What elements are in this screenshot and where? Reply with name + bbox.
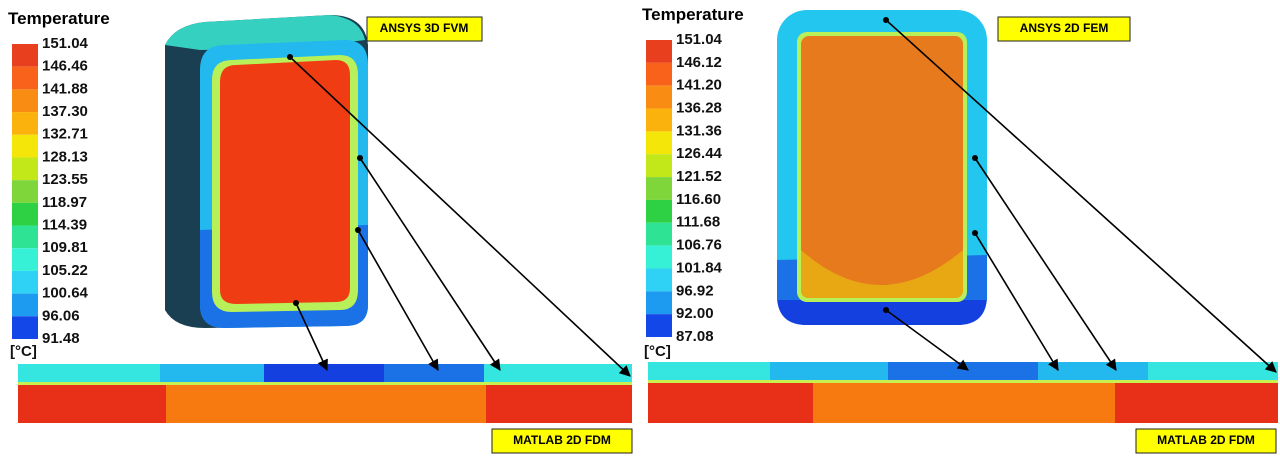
legend-label: 91.48 bbox=[42, 330, 80, 347]
strip-left bbox=[18, 364, 632, 423]
legend-label: 131.36 bbox=[676, 122, 722, 139]
legend-label: 121.52 bbox=[676, 168, 722, 185]
legend-label: 106.76 bbox=[676, 237, 722, 254]
legend-swatch bbox=[646, 200, 672, 223]
legend-label: 132.71 bbox=[42, 126, 88, 143]
legend-swatch bbox=[646, 268, 672, 291]
legend-swatch bbox=[646, 154, 672, 177]
legend-swatch bbox=[12, 271, 38, 294]
legend-label: 105.22 bbox=[42, 262, 88, 279]
legend-swatch bbox=[12, 294, 38, 317]
legend-swatch bbox=[12, 89, 38, 112]
figure: ANSYS 3D FVM ANSYS 2D FEM MATLAB 2D FDM … bbox=[0, 0, 1280, 457]
legend-label: 116.60 bbox=[676, 191, 721, 208]
legend-swatch bbox=[646, 314, 672, 337]
legend-swatch bbox=[12, 157, 38, 180]
strip-label: MATLAB 2D FDM bbox=[513, 433, 611, 447]
legend-label: 151.04 bbox=[676, 31, 723, 48]
legend-label: 137.30 bbox=[42, 103, 88, 120]
legend-swatch bbox=[646, 40, 672, 63]
legend-swatch bbox=[12, 44, 38, 67]
legend-swatch bbox=[646, 109, 672, 132]
legend-label: 146.12 bbox=[676, 54, 722, 71]
model-label: ANSYS 2D FEM bbox=[1020, 21, 1109, 35]
legend-label: 96.06 bbox=[42, 307, 80, 324]
model-3d bbox=[165, 15, 368, 328]
strip-right bbox=[648, 362, 1278, 423]
legend-label: 128.13 bbox=[42, 148, 88, 165]
legend-label: 96.92 bbox=[676, 282, 714, 299]
legend-swatch bbox=[646, 86, 672, 109]
legend-swatch bbox=[646, 291, 672, 314]
legend-label: 141.20 bbox=[676, 77, 722, 94]
strip-label: MATLAB 2D FDM bbox=[1157, 433, 1255, 447]
legend-swatch bbox=[12, 226, 38, 249]
legend-label: 123.55 bbox=[42, 171, 88, 188]
legend-swatch bbox=[646, 131, 672, 154]
legend-label: 111.68 bbox=[676, 214, 720, 231]
legend-label: 126.44 bbox=[676, 145, 723, 162]
legend-label: 87.08 bbox=[676, 328, 714, 345]
legend-label: 109.81 bbox=[42, 239, 88, 256]
legend-swatch bbox=[12, 135, 38, 158]
legend-swatch bbox=[646, 246, 672, 269]
legend-label: 141.88 bbox=[42, 80, 88, 97]
legend-label: 118.97 bbox=[42, 194, 87, 211]
legend-swatch bbox=[12, 316, 38, 339]
legend-label: 114.39 bbox=[42, 217, 87, 234]
legend-swatch bbox=[646, 177, 672, 200]
unit: [°C] bbox=[10, 343, 37, 360]
legend-label: 136.28 bbox=[676, 100, 722, 117]
legend-title: Temperature bbox=[642, 5, 744, 24]
model-2d bbox=[777, 10, 987, 325]
legend-title: Temperature bbox=[8, 9, 110, 28]
legend-label: 146.46 bbox=[42, 58, 88, 75]
legend-swatch bbox=[646, 223, 672, 246]
legend-swatch bbox=[12, 67, 38, 90]
legend-swatch bbox=[12, 203, 38, 226]
legend-label: 151.04 bbox=[42, 35, 89, 52]
legend-swatch bbox=[12, 248, 38, 271]
legend-label: 92.00 bbox=[676, 305, 714, 322]
unit: [°C] bbox=[644, 343, 671, 360]
legend-label: 100.64 bbox=[42, 285, 89, 302]
model-label: ANSYS 3D FVM bbox=[380, 21, 469, 35]
legend-label: 101.84 bbox=[676, 259, 723, 276]
legend-swatch bbox=[12, 180, 38, 203]
legend-swatch bbox=[12, 112, 38, 135]
legend-swatch bbox=[646, 63, 672, 86]
